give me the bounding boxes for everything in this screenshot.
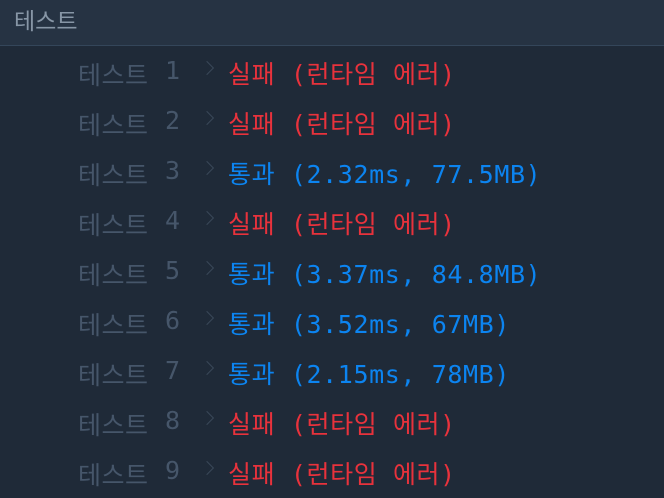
chevron-right-icon xyxy=(199,210,215,226)
test-row: 테스트 5 통과 (3.37ms, 84.8MB) xyxy=(0,247,664,297)
test-number: 7 xyxy=(165,356,181,385)
test-row: 테스트 8 실패 (런타임 에러) xyxy=(0,397,664,447)
test-number: 9 xyxy=(165,456,181,485)
test-row: 테스트 2 실패 (런타임 에러) xyxy=(0,97,664,147)
test-number: 1 xyxy=(165,56,181,85)
header-title: 테스트 xyxy=(14,9,78,35)
test-result: 실패 (런타임 에러) xyxy=(228,460,456,489)
chevron-right-icon xyxy=(199,360,215,376)
test-number: 4 xyxy=(165,206,181,235)
test-result: 통과 (3.52ms, 67MB) xyxy=(228,310,510,339)
chevron-right-icon xyxy=(199,310,215,326)
chevron-right-icon xyxy=(199,260,215,276)
test-number: 5 xyxy=(165,256,181,285)
chevron-right-icon xyxy=(199,160,215,176)
test-number: 2 xyxy=(165,106,181,135)
test-result: 실패 (런타임 에러) xyxy=(228,410,456,439)
test-row: 테스트 4 실패 (런타임 에러) xyxy=(0,197,664,247)
test-result: 통과 (2.32ms, 77.5MB) xyxy=(228,160,542,189)
test-label: 테스트 xyxy=(78,211,149,240)
test-result: 통과 (3.37ms, 84.8MB) xyxy=(228,260,542,289)
results-header: 테스트 xyxy=(0,0,664,46)
test-number: 8 xyxy=(165,406,181,435)
test-label: 테스트 xyxy=(78,61,149,90)
test-number: 6 xyxy=(165,306,181,335)
test-row: 테스트 1 실패 (런타임 에러) xyxy=(0,47,664,97)
test-label: 테스트 xyxy=(78,111,149,140)
test-result: 실패 (런타임 에러) xyxy=(228,110,456,139)
test-result: 실패 (런타임 에러) xyxy=(228,60,456,89)
test-number: 3 xyxy=(165,156,181,185)
test-label: 테스트 xyxy=(78,161,149,190)
test-result: 실패 (런타임 에러) xyxy=(228,210,456,239)
test-label: 테스트 xyxy=(78,461,149,490)
test-label: 테스트 xyxy=(78,311,149,340)
test-results-list: 테스트 1 실패 (런타임 에러) 테스트 2 실패 (런타임 에러) 테스트 … xyxy=(0,47,664,497)
chevron-right-icon xyxy=(199,110,215,126)
test-row: 테스트 9 실패 (런타임 에러) xyxy=(0,447,664,497)
test-label: 테스트 xyxy=(78,411,149,440)
test-result: 통과 (2.15ms, 78MB) xyxy=(228,360,510,389)
test-row: 테스트 7 통과 (2.15ms, 78MB) xyxy=(0,347,664,397)
test-row: 테스트 6 통과 (3.52ms, 67MB) xyxy=(0,297,664,347)
test-row: 테스트 3 통과 (2.32ms, 77.5MB) xyxy=(0,147,664,197)
chevron-right-icon xyxy=(199,460,215,476)
chevron-right-icon xyxy=(199,60,215,76)
test-label: 테스트 xyxy=(78,261,149,290)
test-label: 테스트 xyxy=(78,361,149,390)
chevron-right-icon xyxy=(199,410,215,426)
